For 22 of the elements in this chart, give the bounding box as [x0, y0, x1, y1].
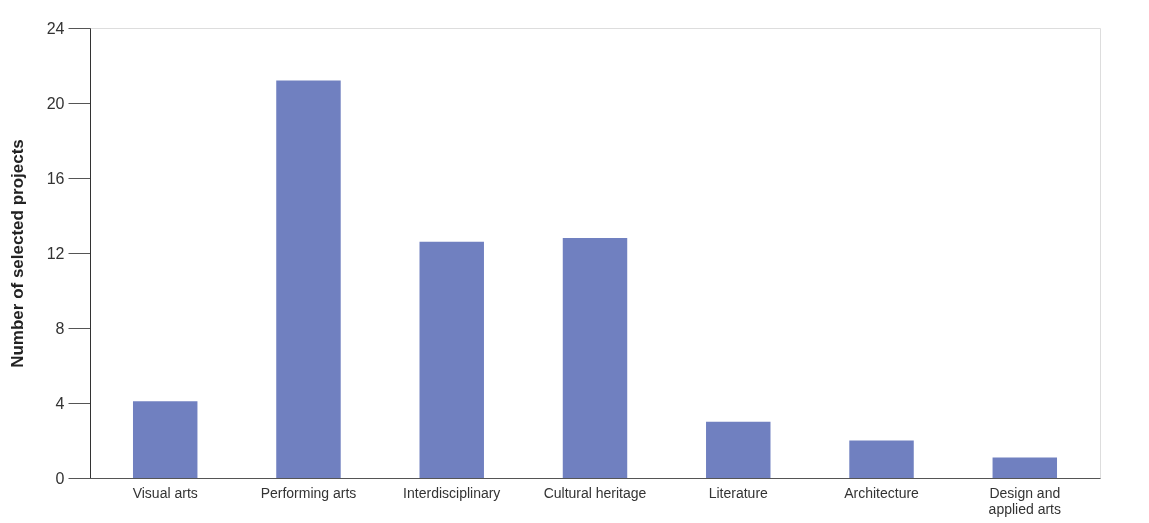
- y-tick-label: 12: [46, 244, 65, 262]
- x-tick-label: Interdisciplinary: [403, 484, 501, 501]
- bar: [419, 241, 484, 478]
- bar: [849, 440, 914, 478]
- y-tick-label: 20: [46, 94, 65, 112]
- x-tick-label: Literature: [708, 484, 769, 501]
- y-tick-label: 16: [46, 169, 65, 187]
- bar: [992, 457, 1058, 478]
- y-tick-label: 24: [46, 19, 65, 37]
- y-axis-title: Number of selected projects: [7, 139, 27, 368]
- bar: [132, 401, 198, 478]
- x-tick-label: Architecture: [844, 484, 920, 501]
- x-tick-label: Cultural heritage: [543, 484, 647, 501]
- x-tick-label: Performing arts: [260, 484, 357, 501]
- x-tick-label: Visual arts: [132, 484, 198, 501]
- bar: [562, 238, 628, 478]
- x-tick-label: Design and applied arts: [988, 484, 1061, 517]
- y-tick-label: 8: [55, 319, 65, 337]
- bar: [276, 80, 341, 478]
- y-tick-label: 4: [55, 394, 65, 412]
- bar: [706, 421, 771, 478]
- y-tick-label: 0: [55, 469, 65, 487]
